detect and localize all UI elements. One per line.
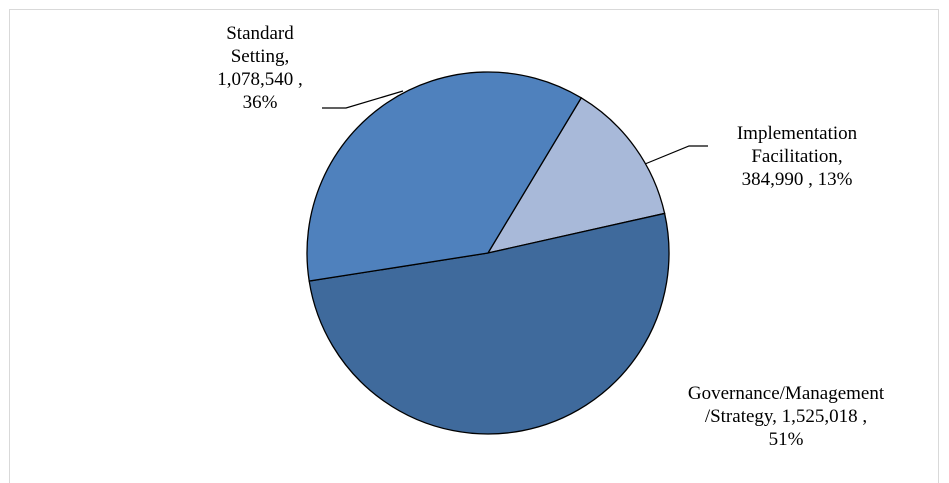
slice-label-implementation-facilitation: Implementation Facilitation, 384,990 , 1…: [736, 123, 858, 190]
slice-standard-setting: [306, 71, 583, 282]
leader-line-standard-setting: [322, 90, 404, 109]
slice-governance-management-strategy: [308, 212, 670, 435]
slice-label-standard-setting: Standard Setting, 1,078,540 , 36%: [217, 23, 303, 113]
slice-implementation-facilitation: [486, 96, 666, 254]
chart-frame: [9, 9, 939, 483]
slice-label-governance: Governance/Management /Strategy, 1,525,0…: [687, 383, 885, 450]
leader-line-implementation-facilitation: [644, 145, 708, 165]
